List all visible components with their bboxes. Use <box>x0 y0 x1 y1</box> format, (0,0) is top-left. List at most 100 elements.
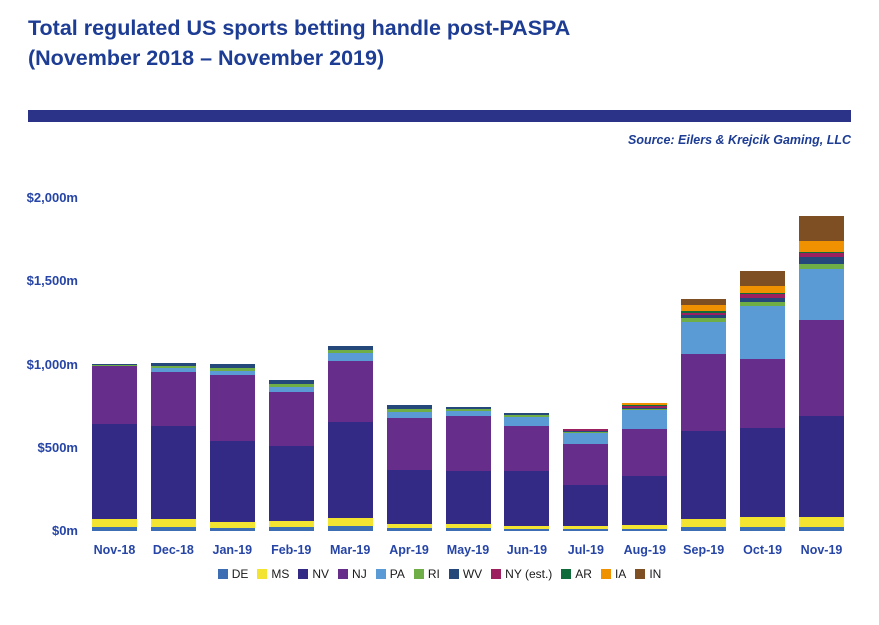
x-tick-Jun-19: Jun-19 <box>506 543 548 557</box>
y-tick-2000: $2,000m <box>26 190 78 205</box>
bar-segment-DE <box>445 527 491 531</box>
legend-swatch-icon <box>600 569 611 579</box>
bar-segment-RI <box>445 409 491 411</box>
legend-item-NV: NV <box>298 567 329 581</box>
legend-label: NV <box>312 567 330 581</box>
y-tick-500: $500m <box>37 439 78 455</box>
bar-segment-PA <box>563 433 609 444</box>
bar-segment-DE <box>91 526 137 531</box>
bar-segment-WV <box>327 346 373 350</box>
x-tick-Nov-18: Nov-18 <box>93 543 136 557</box>
bar-segment-MS <box>327 518 373 527</box>
legend-swatch-icon <box>561 569 572 579</box>
bar-segment-NJ <box>150 372 196 427</box>
bar-segment-IN <box>681 299 727 306</box>
legend-label: RI <box>427 567 440 581</box>
bar-segment-WV <box>622 407 668 409</box>
legend-label: MS <box>271 567 290 581</box>
legend-item-RI: RI <box>413 567 440 581</box>
bar-segment-DE <box>268 526 314 531</box>
bar-segment-AR <box>799 251 845 253</box>
legend-swatch-icon <box>217 569 228 579</box>
bar-segment-NV <box>799 415 845 517</box>
legend-label: PA <box>389 567 405 581</box>
bar-segment-NY (est.) <box>799 252 845 257</box>
legend-label: NY (est.) <box>505 567 553 581</box>
bar-segment-AR <box>622 405 668 407</box>
legend-item-AR: AR <box>561 567 592 581</box>
bar-segment-NJ <box>681 354 727 431</box>
bar-segment-DE <box>799 527 845 531</box>
x-tick-Sep-19: Sep-19 <box>683 543 725 557</box>
bar-segment-DE <box>150 526 196 531</box>
bar-segment-DE <box>740 527 786 531</box>
bar-segment-NJ <box>268 391 314 447</box>
bar-segment-MS <box>445 524 491 528</box>
bar-segment-NJ <box>504 426 550 472</box>
bar-segment-PA <box>740 306 786 359</box>
bar-Aug-19 <box>622 198 668 531</box>
legend-item-PA: PA <box>375 567 405 581</box>
bar-segment-PA <box>268 386 314 392</box>
bar-segment-PA <box>445 410 491 416</box>
legend-label: AR <box>575 567 592 581</box>
bar-segment-IA <box>681 305 727 312</box>
bar-segment-PA <box>91 365 137 367</box>
legend-label: DE <box>231 567 249 581</box>
bar-segment-NJ <box>386 417 432 470</box>
bar-segment-WV <box>209 364 255 369</box>
bar-segment-NJ <box>91 366 137 424</box>
x-tick-Apr-19: Apr-19 <box>389 543 429 557</box>
legend-swatch-icon <box>448 569 459 579</box>
bar-May-19 <box>445 198 491 531</box>
bar-segment-MS <box>799 516 845 528</box>
bar-segment-WV <box>386 405 432 409</box>
legend-swatch-icon <box>491 569 502 579</box>
bar-segment-WV <box>150 363 196 367</box>
bar-segment-MS <box>681 518 727 527</box>
y-tick-1000: $1,000m <box>26 356 78 372</box>
legend-label: IN <box>649 567 662 581</box>
bar-segment-NJ <box>209 374 255 441</box>
bar-segment-WV <box>799 256 845 264</box>
x-tick-Feb-19: Feb-19 <box>271 543 312 557</box>
bar-segment-WV <box>445 406 491 410</box>
legend-swatch-icon <box>375 569 386 579</box>
y-tick-1500: $1,500m <box>26 273 78 289</box>
x-tick-May-19: May-19 <box>446 543 490 557</box>
legend-item-IA: IA <box>600 567 627 581</box>
bar-segment-IN <box>799 216 845 242</box>
x-tick-Dec-18: Dec-18 <box>152 543 194 557</box>
bar-segment-NV <box>209 440 255 522</box>
legend-item-NJ: NJ <box>338 567 367 581</box>
bar-segment-RI <box>740 301 786 307</box>
legend-label: IA <box>614 567 627 581</box>
bar-segment-NV <box>563 484 609 527</box>
bar-segment-DE <box>681 526 727 531</box>
bar-segment-MS <box>209 521 255 528</box>
bar-segment-RI <box>386 408 432 413</box>
bar-segment-NV <box>268 446 314 522</box>
x-tick-Mar-19: Mar-19 <box>330 543 371 557</box>
bar-segment-NY (est.) <box>681 312 727 316</box>
legend-swatch-icon <box>298 569 309 579</box>
source-credit: Source: Eilers & Krejcik Gaming, LLC <box>628 133 851 147</box>
x-axis-tick-labels: Nov-18 Dec-18 Jan-19 Feb-19 Mar-19 Apr-19 May-… <box>85 543 851 561</box>
bar-segment-MS <box>268 521 314 527</box>
legend-swatch-icon <box>338 569 349 579</box>
legend-swatch-icon <box>257 569 268 579</box>
bar-segment-PA <box>386 412 432 418</box>
bar-segment-IA <box>622 402 668 406</box>
bar-segment-NJ <box>563 443 609 485</box>
bar-Mar-19 <box>327 198 373 531</box>
bar-segment-DE <box>327 526 373 531</box>
bar-Oct-19 <box>740 198 786 531</box>
bar-Jan-19 <box>209 198 255 531</box>
x-tick-Oct-19: Oct-19 <box>743 543 783 557</box>
bar-Sep-19 <box>681 198 727 531</box>
bar-segment-RI <box>268 383 314 387</box>
legend-label: NJ <box>352 567 367 581</box>
bar-Jul-19 <box>563 198 609 531</box>
bar-segment-PA <box>622 410 668 429</box>
bar-segment-WV <box>268 379 314 384</box>
